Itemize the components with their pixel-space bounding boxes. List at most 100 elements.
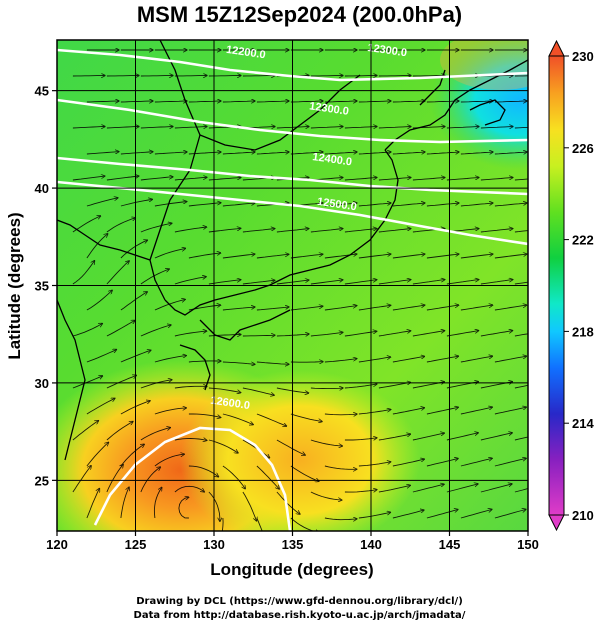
streamline — [106, 261, 129, 285]
streamline — [86, 350, 117, 363]
streamline — [460, 203, 493, 207]
streamline — [310, 280, 343, 285]
streamline — [290, 465, 319, 481]
streamline — [222, 254, 255, 259]
streamline — [378, 127, 411, 129]
x-tick-label: 125 — [125, 537, 147, 552]
temperature-field: 12200.0 12300.0 12300.0 12400.0 12500.0 12600… — [57, 40, 528, 531]
streamline — [222, 465, 245, 489]
streamline — [106, 422, 133, 441]
streamline — [154, 101, 187, 102]
streamline — [514, 384, 528, 389]
streamline — [290, 101, 323, 102]
streamline — [140, 223, 172, 233]
streamline — [514, 75, 528, 77]
streamline — [344, 76, 377, 77]
streamline — [446, 484, 478, 493]
streamline — [221, 517, 224, 531]
streamline — [446, 331, 479, 337]
streamline — [310, 127, 343, 129]
streamline — [188, 203, 221, 207]
streamline — [344, 127, 377, 129]
streamline — [120, 444, 144, 467]
streamline — [378, 485, 410, 493]
streamline — [392, 510, 424, 519]
streamline — [494, 407, 526, 415]
streamline — [426, 203, 459, 207]
streamline — [494, 254, 527, 259]
streamline — [324, 359, 357, 363]
streamline — [412, 433, 444, 441]
streamline — [86, 442, 109, 467]
streamline — [242, 76, 275, 77]
streamline — [72, 76, 105, 77]
streamline — [222, 152, 255, 154]
streamline — [120, 487, 129, 519]
streamline — [310, 229, 343, 233]
streamline — [426, 459, 458, 467]
streamline — [480, 433, 512, 441]
streamline — [154, 152, 187, 155]
streamline — [378, 229, 411, 233]
streamline — [460, 509, 492, 519]
contour-label: 12400.0 — [312, 151, 353, 168]
streamline — [426, 152, 459, 154]
contour-label: 12300.0 — [367, 42, 408, 59]
x-axis: 120 125 130 135 140 145 150 — [46, 531, 539, 552]
streamline — [446, 280, 479, 285]
streamline — [324, 152, 357, 154]
streamline — [120, 292, 147, 311]
x-tick-label: 140 — [360, 537, 382, 552]
streamline — [392, 152, 425, 154]
map-title: MSM 15Z12Sep2024 (200.0hPa) — [136, 2, 463, 27]
streamline — [358, 101, 391, 102]
streamline — [494, 509, 526, 519]
streamline — [222, 203, 255, 207]
y-axis: 25 30 35 40 45 — [35, 84, 57, 488]
streamline — [392, 408, 424, 415]
colorbar-tick-label: 214 — [572, 416, 594, 431]
streamline — [446, 127, 479, 129]
y-tick-label: 40 — [35, 181, 49, 196]
streamline — [242, 280, 275, 285]
contour-labels: 12200.0 12300.0 12300.0 12400.0 12500.0 12600… — [210, 42, 408, 412]
streamline — [140, 467, 160, 493]
streamline — [153, 488, 161, 519]
streamline — [256, 517, 263, 531]
streamline — [392, 254, 425, 259]
y-axis-title: Latitude (degrees) — [5, 212, 24, 359]
streamline — [358, 254, 391, 259]
streamline — [480, 484, 512, 493]
streamline — [276, 439, 305, 455]
streamline — [72, 376, 103, 389]
streamline — [140, 177, 173, 181]
streamline — [86, 198, 118, 207]
streamline — [324, 306, 357, 311]
streamline — [154, 248, 186, 259]
streamline — [290, 413, 322, 422]
streamline — [480, 331, 513, 337]
streamline — [514, 126, 528, 129]
y-tick-label: 30 — [35, 376, 49, 391]
streamline — [310, 491, 342, 500]
streamline — [460, 458, 492, 467]
streamline — [256, 361, 289, 364]
streamline — [480, 280, 513, 285]
streamline — [256, 413, 287, 426]
streamline — [242, 335, 275, 336]
streamlines — [72, 50, 528, 531]
streamline — [86, 290, 112, 311]
streamline — [242, 229, 275, 233]
streamline — [324, 101, 357, 102]
x-axis-title: Longitude (degrees) — [210, 560, 373, 579]
streamline — [106, 218, 135, 233]
streamline — [446, 178, 479, 181]
streamline — [358, 152, 391, 154]
streamline — [480, 178, 513, 181]
colorbar-tick-label: 230 — [572, 49, 594, 64]
streamline — [290, 362, 323, 363]
streamline — [494, 458, 526, 467]
streamline — [72, 466, 91, 493]
streamline — [514, 230, 528, 233]
footer-credit-drawing: Drawing by DCL (https://www.gfd-dennou.o… — [136, 596, 463, 607]
